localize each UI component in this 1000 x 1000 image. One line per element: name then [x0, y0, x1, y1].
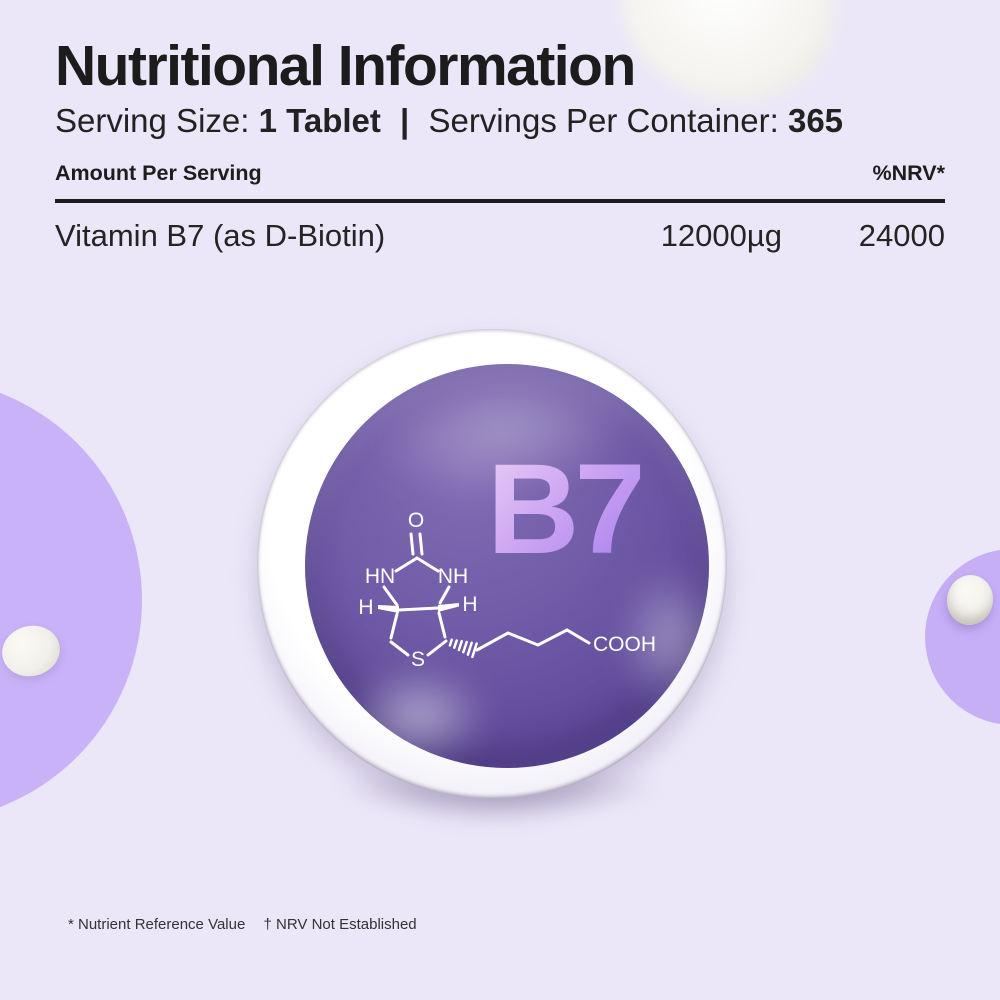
amount-per-serving-header: Amount Per Serving: [55, 161, 262, 185]
biotin-structure-icon: O HN NH H H S COOH: [358, 509, 656, 671]
decor-circle-left: [0, 378, 142, 822]
servings-per-container-value: 365: [787, 102, 844, 139]
page-title: Nutritional Information: [55, 34, 636, 98]
atom-label-oxygen: O: [408, 509, 424, 532]
separator: |: [400, 102, 410, 139]
atom-label-nitrogen-right: NH: [438, 565, 468, 588]
nrv-header: %NRV*: [872, 161, 946, 185]
nutrient-nrv: 24000: [858, 218, 945, 253]
atom-label-nitrogen-left: HN: [365, 565, 395, 588]
serving-size-value: 1 Tablet: [258, 102, 381, 139]
serving-size-label: Serving Size:: [55, 102, 250, 139]
atom-label-carboxyl: COOH: [593, 633, 656, 656]
vitamin-b7-badge: B7: [487, 438, 646, 581]
atom-label-sulfur: S: [411, 648, 425, 671]
tablet-haze-bottom-left: [323, 652, 513, 768]
tablet-haze-right: [605, 544, 709, 734]
table-column-headers: Amount Per Serving %NRV*: [55, 161, 945, 186]
atom-label-hydrogen-left: H: [358, 596, 373, 619]
tablet-purple-core: [305, 364, 709, 768]
footnote-nrv-established: † NRV Not Established: [263, 916, 417, 933]
table-row: Vitamin B7 (as D-Biotin) 12000µg 24000: [55, 218, 945, 254]
divider-rule: [55, 199, 945, 203]
nutrient-amount: 12000µg: [660, 218, 782, 253]
serving-info-line: Serving Size: 1 Tablet | Servings Per Co…: [55, 102, 843, 140]
nutrient-name: Vitamin B7 (as D-Biotin): [55, 218, 386, 253]
servings-per-container-label: Servings Per Container:: [428, 102, 779, 139]
footnote-nrv-reference: * Nutrient Reference Value: [68, 916, 246, 933]
footnote: * Nutrient Reference Value † NRV Not Est…: [68, 916, 431, 933]
atom-label-hydrogen-right: H: [462, 593, 477, 616]
